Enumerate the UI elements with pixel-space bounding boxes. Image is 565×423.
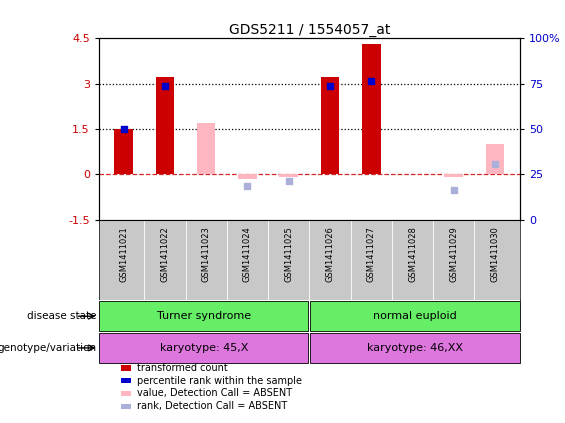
Text: percentile rank within the sample: percentile rank within the sample (137, 376, 302, 386)
Bar (310, 301, 520, 332)
Point (490, 161, 499, 168)
Text: GSM1411028: GSM1411028 (408, 226, 417, 282)
Text: karyotype: 46,XX: karyotype: 46,XX (367, 343, 463, 353)
Text: rank, Detection Call = ABSENT: rank, Detection Call = ABSENT (137, 401, 288, 411)
Text: karyotype: 45,X: karyotype: 45,X (160, 343, 248, 353)
Bar (445, 174, 463, 177)
Text: value, Detection Call = ABSENT: value, Detection Call = ABSENT (137, 388, 293, 398)
Bar (362, 44, 380, 174)
Text: GSM1411025: GSM1411025 (284, 226, 293, 282)
Bar (321, 77, 339, 174)
Text: GSM1411026: GSM1411026 (325, 226, 334, 282)
Bar (99, 301, 308, 332)
Text: GSM1411023: GSM1411023 (202, 226, 211, 282)
Bar (197, 123, 215, 174)
Point (119, 126, 128, 132)
Text: disease state: disease state (27, 311, 97, 321)
Text: GSM1411029: GSM1411029 (449, 226, 458, 282)
Bar (280, 174, 298, 177)
Point (160, 82, 170, 89)
Text: GSM1411021: GSM1411021 (119, 226, 128, 282)
Bar (310, 332, 520, 363)
Bar (238, 174, 257, 179)
Bar (155, 77, 174, 174)
Text: GSM1411024: GSM1411024 (243, 226, 252, 282)
Text: genotype/variation: genotype/variation (0, 343, 97, 353)
Point (284, 178, 293, 184)
Point (367, 77, 376, 84)
Bar (99, 332, 308, 363)
Point (243, 183, 252, 190)
Text: normal euploid: normal euploid (373, 311, 457, 321)
Text: transformed count: transformed count (137, 363, 228, 373)
Text: Turner syndrome: Turner syndrome (157, 311, 251, 321)
Point (325, 82, 334, 89)
Bar (486, 144, 505, 174)
Title: GDS5211 / 1554057_at: GDS5211 / 1554057_at (229, 23, 390, 37)
Text: GSM1411027: GSM1411027 (367, 226, 376, 282)
Text: GSM1411022: GSM1411022 (160, 226, 170, 282)
Text: GSM1411030: GSM1411030 (490, 226, 499, 282)
Bar (114, 129, 133, 174)
Point (449, 186, 458, 193)
